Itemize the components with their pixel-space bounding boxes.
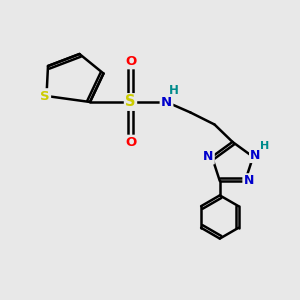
Text: N: N: [250, 149, 261, 162]
Text: O: O: [125, 55, 136, 68]
Text: O: O: [125, 136, 136, 149]
Text: N: N: [244, 175, 254, 188]
Text: H: H: [260, 141, 269, 151]
Text: N: N: [161, 95, 172, 109]
Text: S: S: [125, 94, 136, 110]
Text: H: H: [169, 84, 179, 97]
Text: S: S: [40, 89, 50, 103]
Text: N: N: [203, 150, 214, 163]
